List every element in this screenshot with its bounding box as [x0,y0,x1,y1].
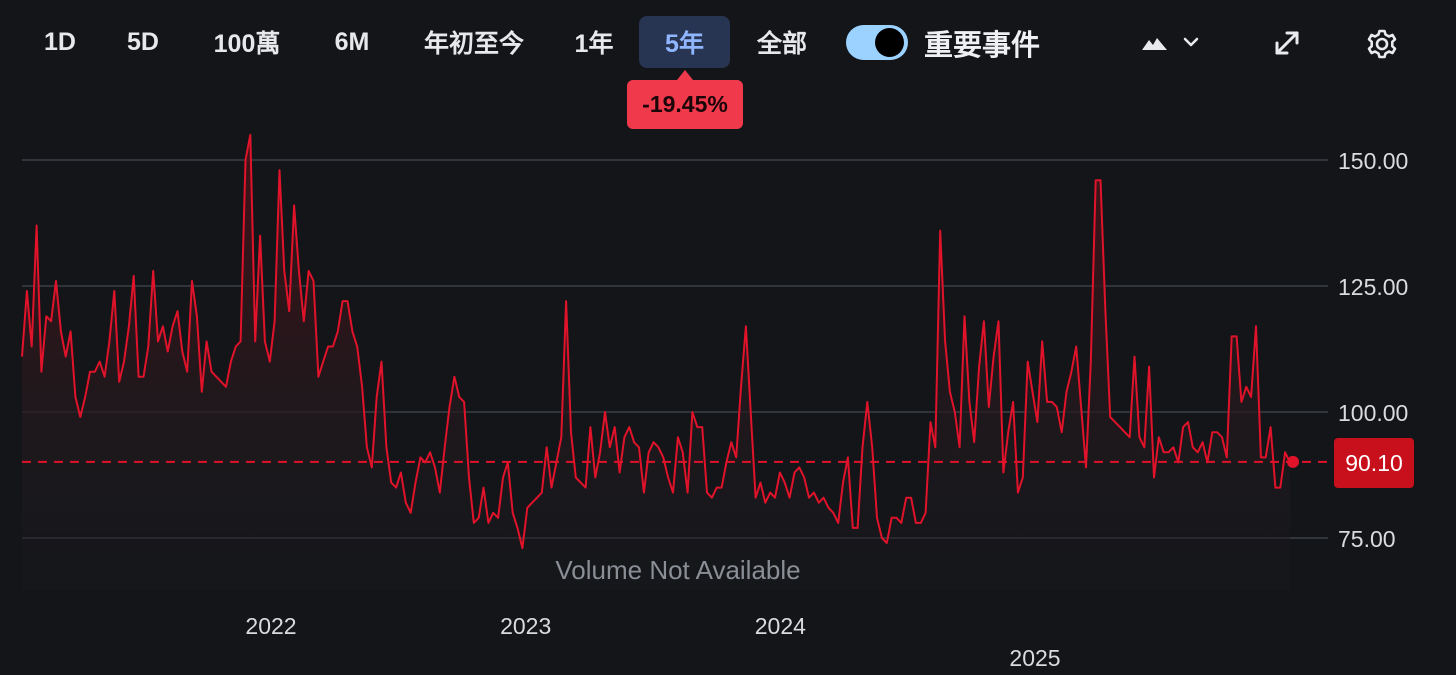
toggle-knob [875,28,904,57]
expand-button[interactable] [1272,28,1302,58]
y-tick-label: 100.00 [1338,400,1408,426]
volume-not-available-label: Volume Not Available [555,555,800,585]
last-price-dot [1287,455,1299,468]
settings-button[interactable] [1366,28,1398,60]
y-tick-label: 75.00 [1338,526,1396,552]
events-toggle-label: 重要事件 [924,30,1041,62]
price-area-fill [22,134,1290,591]
range-1d-button[interactable]: 1D [44,27,76,56]
price-line [21,133,1291,550]
range-1y-button[interactable]: 1年 [574,30,614,58]
range-100m-button[interactable]: 100萬 [213,30,281,58]
y-tick-label: 125.00 [1338,274,1408,300]
events-toggle[interactable] [846,25,908,60]
x-tick-label: 2024 [755,613,806,639]
x-tick-label: 2022 [245,613,296,639]
range-all-button[interactable]: 全部 [756,30,807,58]
chart-style-dropdown[interactable] [1140,30,1204,56]
chevron-down-icon [1183,37,1199,47]
range-ytd-button[interactable]: 年初至今 [423,30,524,58]
expand-arrows-icon [1275,31,1299,55]
y-tick-label: 150.00 [1338,148,1408,174]
range-5d-button[interactable]: 5D [127,27,159,56]
change-percent-badge: -19.45% [627,70,743,129]
current-price-tag: 90.10 [1334,438,1414,488]
gear-icon [1367,29,1397,59]
range-5y-button[interactable]: 5年 [639,16,730,68]
mountain-area-icon [1142,37,1199,50]
x-tick-label: 2025 [1009,645,1060,671]
range-6m-button[interactable]: 6M [334,27,370,56]
x-tick-label: 2023 [500,613,551,639]
toolbar: 1D 5D 100萬 6M 年初至今 1年 5年 全部 重要事件 [0,0,1456,84]
